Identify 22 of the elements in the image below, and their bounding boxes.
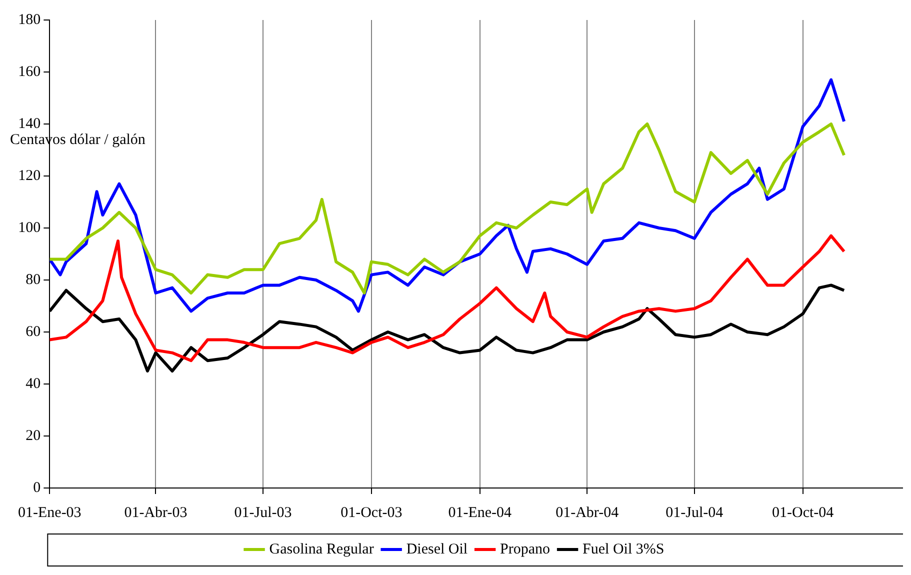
y-tick-label: 60 — [26, 324, 41, 340]
x-tick-label: 01-Oct-04 — [772, 504, 834, 521]
x-tick-label: 01-Jul-03 — [234, 504, 292, 521]
y-tick-label: 20 — [26, 428, 41, 444]
y-tick-label: 120 — [18, 168, 41, 184]
x-tick-label: 01-Abr-04 — [556, 504, 620, 521]
legend-label: Diesel Oil — [406, 541, 468, 558]
y-tick-label: 160 — [18, 64, 41, 80]
legend-label: Gasolina Regular — [269, 541, 374, 558]
x-tick-label: 01-Ene-04 — [448, 504, 512, 521]
legend-label: Propano — [500, 541, 550, 558]
x-tick-label: 01-Abr-03 — [124, 504, 188, 521]
x-tick-label: 01-Ene-03 — [18, 504, 82, 521]
y-tick-label: 140 — [18, 116, 41, 132]
x-tick-label: 01-Jul-04 — [666, 504, 724, 521]
y-tick-label: 180 — [18, 12, 41, 28]
y-tick-label: 40 — [26, 376, 41, 392]
y-tick-label: 100 — [18, 220, 41, 236]
y-tick-label: 80 — [26, 272, 41, 288]
y-tick-label: 0 — [33, 480, 41, 496]
legend-label: Fuel Oil 3%S — [582, 541, 664, 558]
x-tick-label: 01-Oct-03 — [340, 504, 402, 521]
